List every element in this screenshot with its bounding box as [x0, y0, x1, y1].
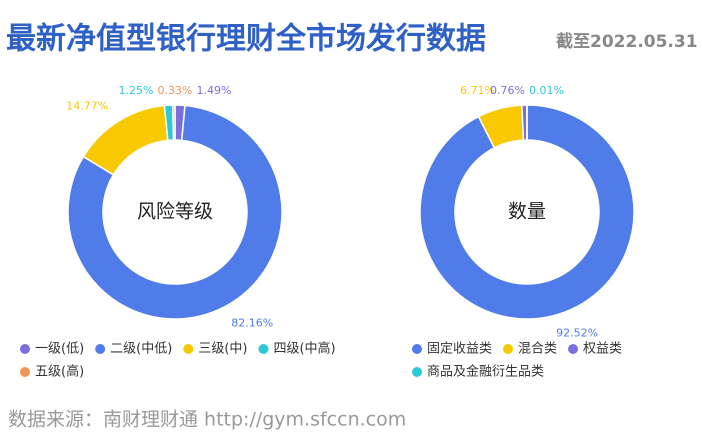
legend-label: 混合类: [518, 342, 557, 357]
value-label: 1.25%: [119, 84, 154, 97]
legend-label: 权益类: [583, 341, 622, 357]
value-label: 0.01%: [529, 84, 564, 97]
legend-marker: [183, 344, 194, 354]
legend-marker: [20, 344, 30, 354]
legend-marker: [258, 344, 269, 354]
value-label: 92.52%: [556, 327, 598, 340]
legend-marker: [503, 344, 514, 354]
legend-marker: [568, 344, 579, 354]
slice: [521, 104, 528, 141]
legend-label: 五级(高): [35, 364, 84, 380]
slice: [82, 104, 169, 176]
legend-marker: [20, 367, 30, 377]
value-label: 82.16%: [231, 317, 273, 330]
value-label: 14.77%: [66, 99, 108, 112]
value-label: 0.33%: [158, 84, 193, 97]
legend-marker: [412, 367, 422, 377]
slice: [172, 104, 176, 141]
legend-label: 固定收益类: [427, 342, 492, 357]
center-label: 数量: [508, 201, 546, 223]
page-title: 最新净值型银行理财全市场发行数据: [6, 22, 486, 57]
slice: [419, 104, 635, 320]
legend-label: 一级(低): [35, 342, 84, 357]
slice: [67, 104, 283, 320]
source: 数据来源：南财理财通 http://gym.sfccn.com: [8, 409, 406, 431]
legend-label: 商品及金融衍生品类: [427, 364, 544, 380]
date: 截至2022.05.31: [556, 31, 698, 52]
legend-marker: [95, 344, 106, 354]
legend-label: 三级(中): [198, 342, 247, 357]
value-label: 0.76%: [490, 84, 525, 97]
legend-marker: [412, 344, 422, 354]
value-label: 6.71%: [460, 84, 495, 97]
center-label: 风险等级: [137, 201, 213, 223]
value-label: 1.49%: [197, 84, 232, 97]
legend-label: 四级(中高): [273, 341, 335, 357]
legend-label: 二级(中低): [110, 342, 172, 357]
